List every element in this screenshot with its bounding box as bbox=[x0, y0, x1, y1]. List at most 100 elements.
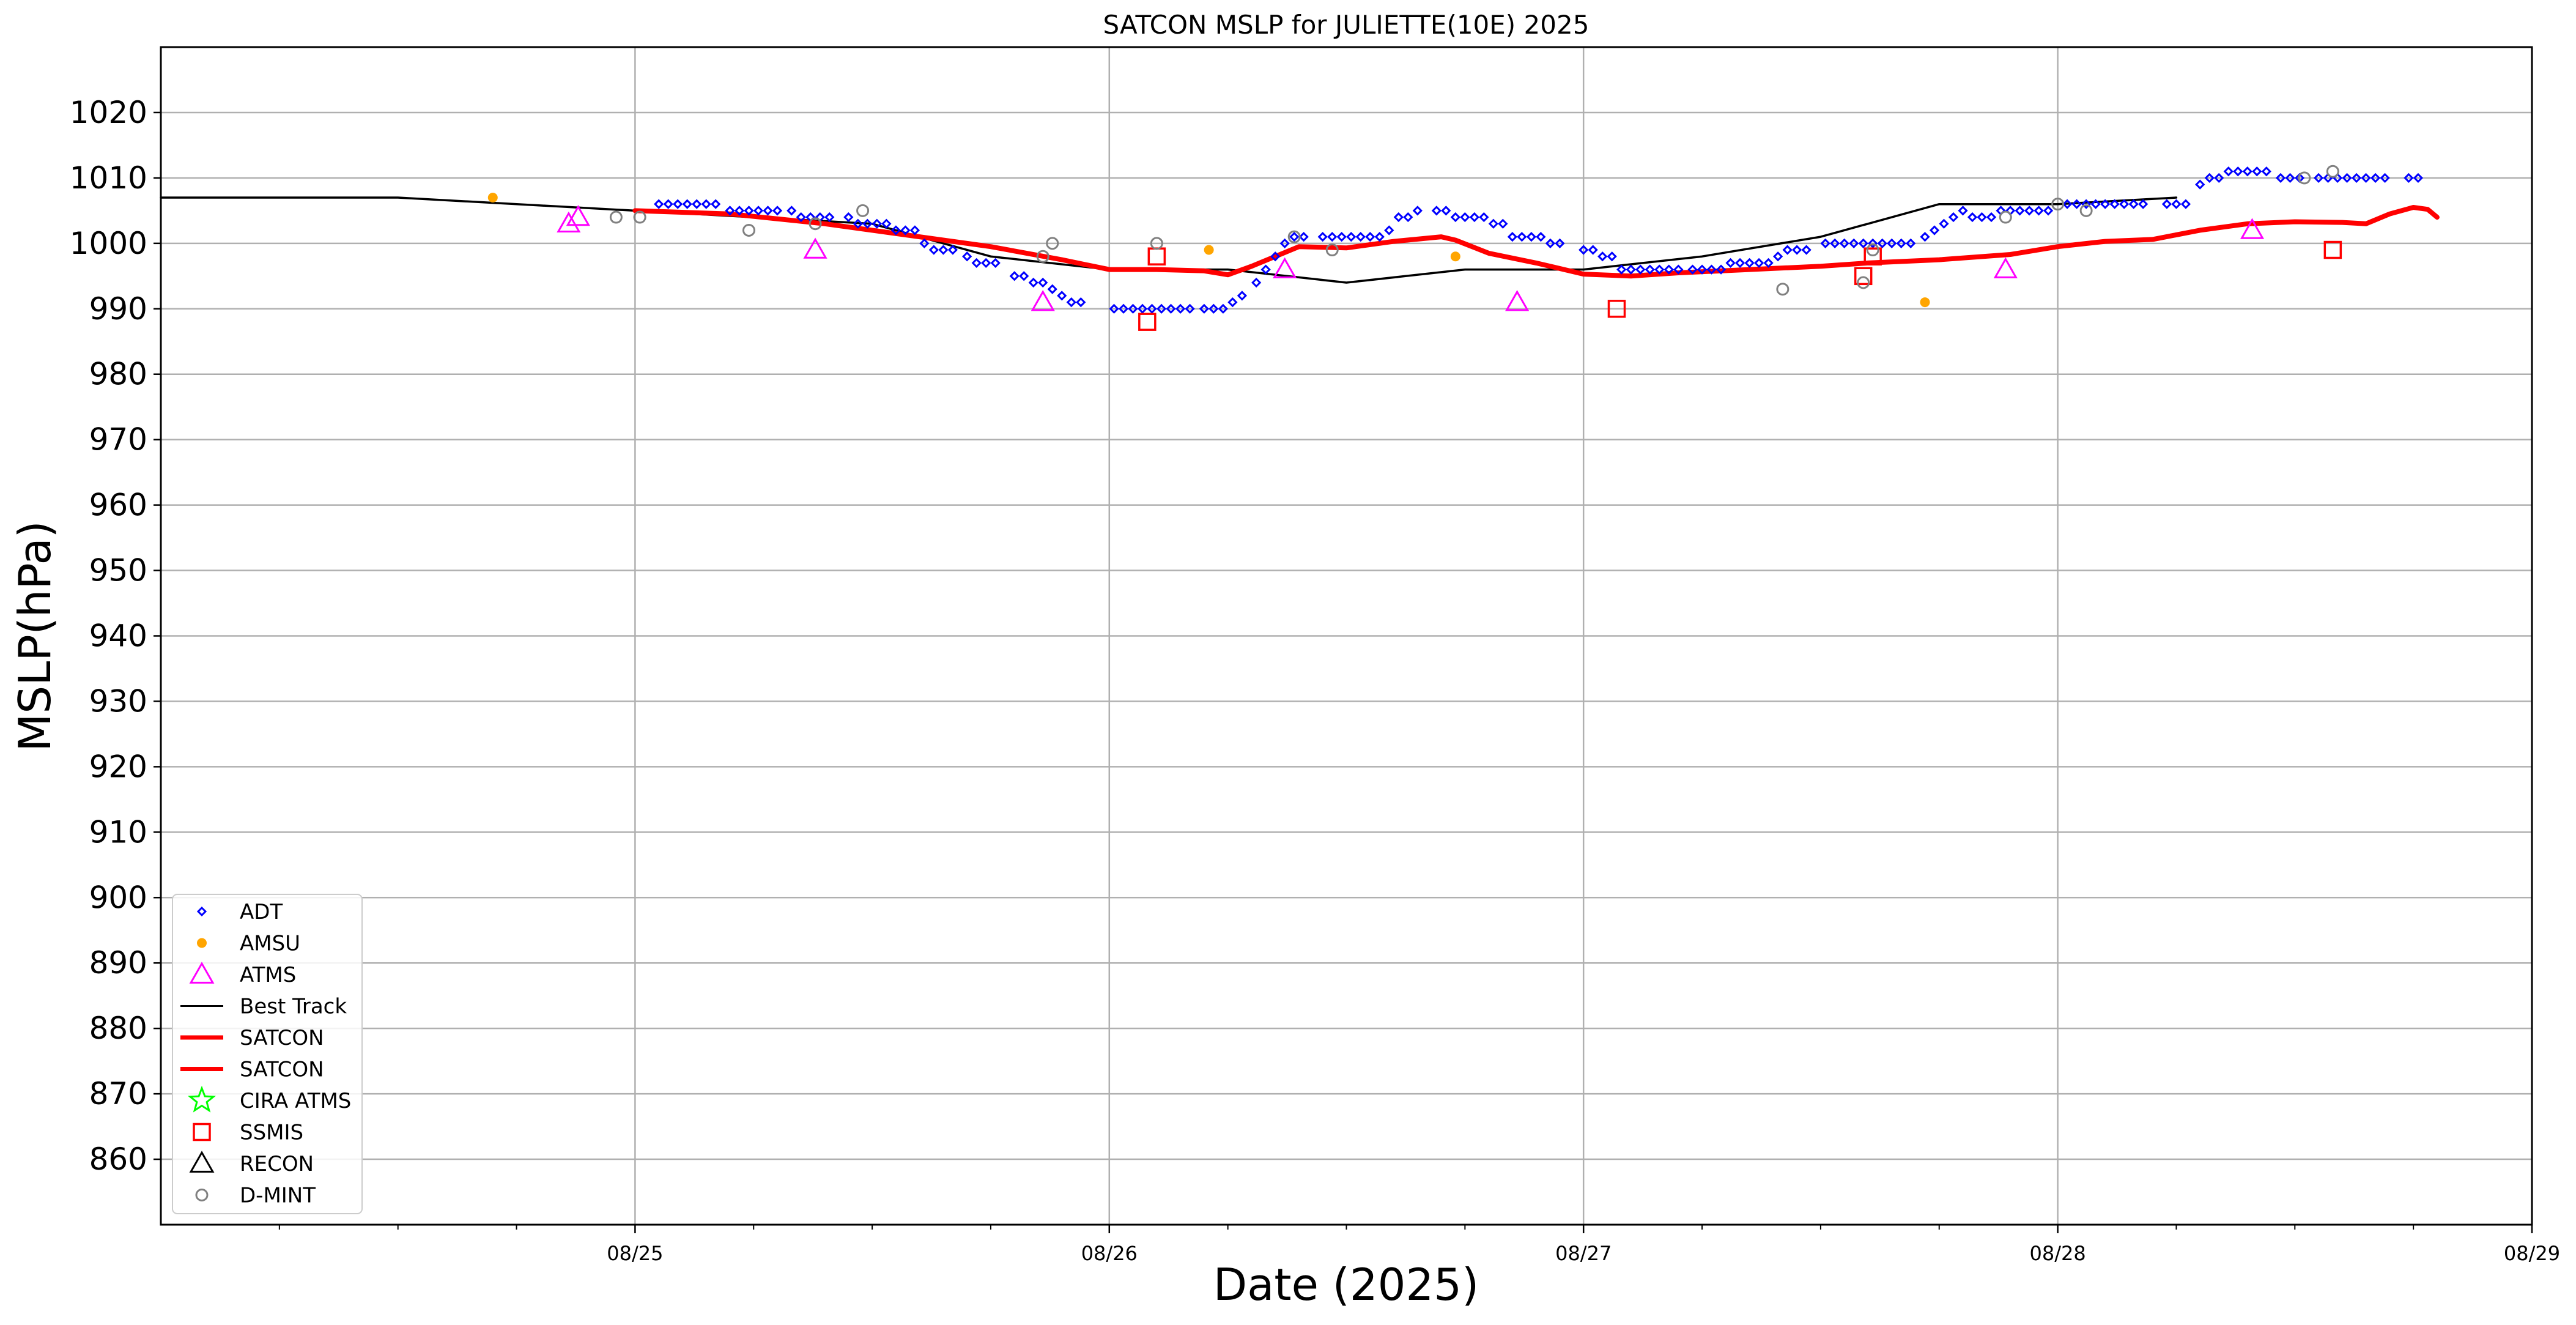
amsu-point bbox=[487, 192, 498, 202]
adt-point bbox=[1185, 303, 1195, 314]
y-tick-label: 920 bbox=[89, 749, 147, 784]
adt-point bbox=[2242, 166, 2252, 177]
adt-point bbox=[2285, 173, 2295, 184]
adt-point bbox=[843, 212, 854, 223]
legend-label-cira-atms: CIRA ATMS bbox=[240, 1089, 351, 1113]
y-tick-label: 1000 bbox=[70, 226, 147, 261]
adt-point bbox=[928, 245, 939, 255]
y-axis-ticks: 860 870 880 890 900 910 920 930 940 950 960 970 980 9… bbox=[70, 95, 161, 1177]
adt-point bbox=[862, 218, 873, 229]
adt-point bbox=[962, 251, 972, 262]
adt-point bbox=[796, 212, 806, 223]
adt-point bbox=[881, 218, 892, 229]
y-axis-label: MSLP(hPa) bbox=[9, 521, 61, 751]
y-tick-label: 990 bbox=[89, 291, 147, 327]
adt-point bbox=[938, 245, 949, 255]
adt-point bbox=[1839, 238, 1849, 248]
x-tick-label: 08/27 bbox=[1555, 1242, 1612, 1265]
adt-point bbox=[1654, 264, 1665, 275]
adt-point bbox=[1607, 251, 1617, 262]
adt-point bbox=[2214, 173, 2224, 184]
adt-point bbox=[1830, 238, 1840, 248]
d-mint-point bbox=[633, 210, 646, 224]
adt-point bbox=[673, 199, 683, 209]
adt-point bbox=[1218, 303, 1229, 314]
adt-point bbox=[1279, 238, 1290, 248]
d-mint-point bbox=[1999, 210, 2012, 224]
adt-point bbox=[1744, 258, 1755, 269]
adt-point bbox=[1227, 297, 1238, 308]
adt-point bbox=[1488, 218, 1498, 229]
adt-point bbox=[1939, 218, 1949, 229]
x-tick-label: 08/29 bbox=[2504, 1242, 2560, 1265]
adt-point bbox=[1858, 238, 1868, 248]
adt-point bbox=[1801, 245, 1812, 255]
adt-point bbox=[1109, 303, 1119, 314]
d-mint-point bbox=[2051, 198, 2065, 211]
adt-point bbox=[1849, 238, 1859, 248]
adt-point bbox=[1251, 277, 1262, 288]
adt-point bbox=[1579, 245, 1589, 255]
adt-point bbox=[2313, 173, 2324, 184]
adt-point bbox=[2015, 206, 2025, 216]
adt-point bbox=[734, 206, 745, 216]
adt-point bbox=[2275, 173, 2286, 184]
adt-point bbox=[1038, 277, 1048, 288]
adt-point bbox=[763, 206, 773, 216]
adt-point bbox=[1431, 206, 1442, 216]
adt-point bbox=[2404, 173, 2414, 184]
legend-swatch-cira-atms bbox=[187, 1085, 217, 1113]
d-mint-point bbox=[2079, 204, 2093, 217]
adt-point bbox=[1536, 232, 1546, 242]
y-tick-label: 860 bbox=[89, 1141, 147, 1177]
adt-point bbox=[682, 199, 692, 209]
adt-point bbox=[1906, 238, 1916, 248]
legend: ADT AMSU ATMS Best Track SATCON SATCON CIRA AT… bbox=[172, 894, 363, 1214]
adt-point bbox=[2413, 173, 2424, 184]
y-tick-label: 890 bbox=[89, 945, 147, 981]
legend-box bbox=[172, 894, 363, 1214]
adt-point bbox=[772, 206, 783, 216]
x-axis-ticks: 08/25 08/26 08/27 08/28 08/29 bbox=[278, 1225, 2560, 1265]
x-tick-label: 08/28 bbox=[2029, 1242, 2086, 1265]
y-tick-label: 970 bbox=[89, 422, 147, 458]
adt-point bbox=[1820, 238, 1830, 248]
amsu-point bbox=[1204, 245, 1214, 255]
d-mint-point bbox=[742, 223, 755, 237]
adt-point bbox=[1460, 212, 1470, 223]
adt-point bbox=[2233, 166, 2243, 177]
adt-point bbox=[1715, 264, 1727, 275]
atms-point bbox=[1993, 257, 2018, 278]
adt-point bbox=[2342, 173, 2352, 184]
adt-point bbox=[1626, 264, 1636, 275]
adt-point bbox=[2180, 199, 2191, 209]
adt-point bbox=[971, 258, 982, 269]
legend-label-satcon: SATCON bbox=[240, 1026, 324, 1050]
adt-point bbox=[1374, 232, 1385, 242]
adt-point bbox=[2043, 206, 2054, 216]
adt-point bbox=[1896, 238, 1906, 248]
legend-swatch-adt bbox=[196, 906, 207, 917]
adt-point bbox=[1355, 232, 1366, 242]
d-mint-point bbox=[1036, 250, 1049, 263]
ssmis-point bbox=[1854, 267, 1873, 286]
amsu-point bbox=[1920, 297, 1930, 308]
adt-point bbox=[2081, 199, 2092, 209]
adt-point bbox=[1555, 238, 1565, 248]
y-tick-label: 900 bbox=[89, 880, 147, 915]
legend-label-satcon: SATCON bbox=[240, 1058, 324, 1082]
adt-point bbox=[1469, 212, 1479, 223]
y-tick-label: 960 bbox=[89, 488, 147, 523]
adt-point bbox=[1066, 297, 1076, 308]
adt-point bbox=[1298, 232, 1309, 242]
legend-label-adt: ADT bbox=[240, 900, 283, 924]
adt-point bbox=[1517, 232, 1527, 242]
adt-point bbox=[824, 212, 835, 223]
adt-point bbox=[1289, 232, 1300, 242]
atms-point bbox=[566, 205, 590, 226]
adt-point bbox=[1977, 212, 1987, 223]
legend-label-d-mint: D-MINT bbox=[240, 1184, 316, 1208]
legend-label-atms: ATMS bbox=[240, 963, 296, 987]
legend-swatch-ssmis bbox=[193, 1123, 211, 1141]
